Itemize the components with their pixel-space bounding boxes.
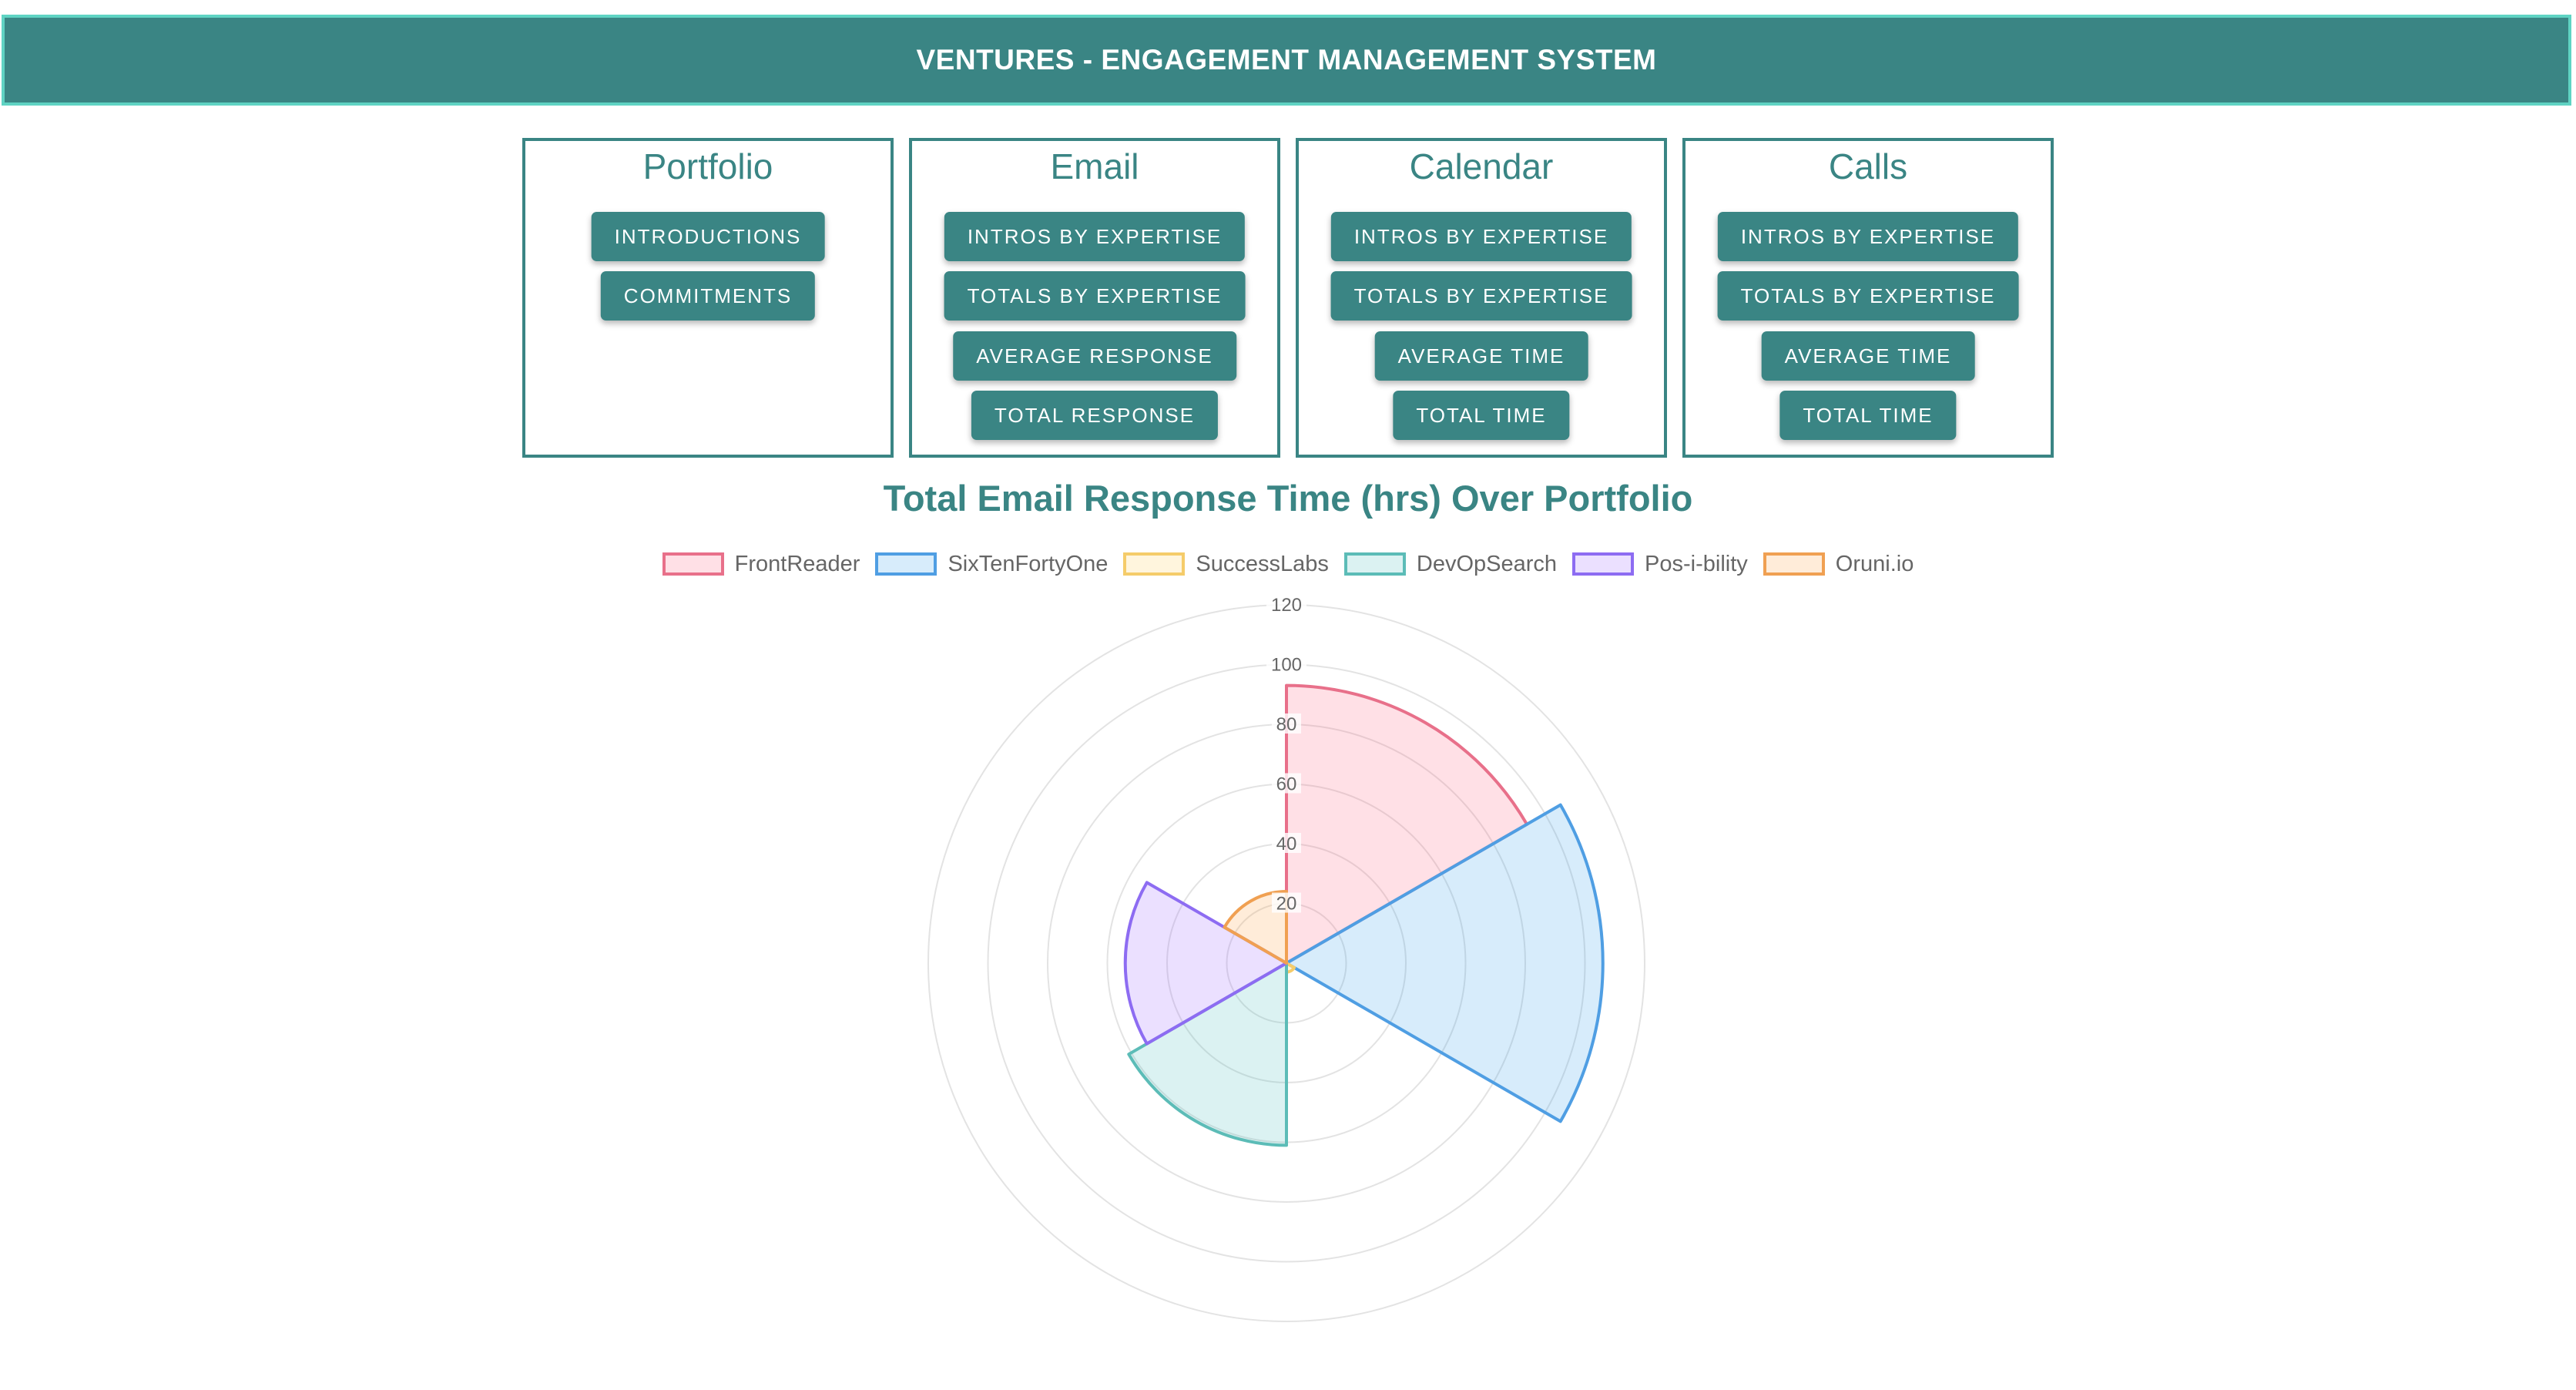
panel-calendar: Calendar INTROS BY EXPERTISE TOTALS BY E… (1296, 138, 1667, 458)
portfolio-introductions-button[interactable]: INTRODUCTIONS (591, 212, 825, 261)
email-total-response-button[interactable]: TOTAL RESPONSE (971, 391, 1219, 440)
legend-swatch (1123, 552, 1186, 576)
app-title: VENTURES - ENGAGEMENT MANAGEMENT SYSTEM (916, 44, 1657, 76)
panel-email: Email INTROS BY EXPERTISE TOTALS BY EXPE… (909, 138, 1280, 458)
polar-wedge-frontreader[interactable] (1285, 683, 1529, 965)
legend-swatch (1343, 552, 1406, 576)
chart-title: Total Email Response Time (hrs) Over Por… (883, 478, 1693, 519)
legend-label: DevOpSearch (1416, 551, 1558, 576)
tick-label-backdrop (1272, 713, 1301, 734)
email-average-response-button[interactable]: AVERAGE RESPONSE (953, 331, 1236, 381)
legend-label: FrontReader (734, 551, 860, 576)
calendar-totals-by-expertise-button[interactable]: TOTALS BY EXPERTISE (1330, 271, 1632, 321)
legend-label: Pos-i-bility (1645, 551, 1748, 576)
polar-wedge-oruni-io[interactable] (1223, 890, 1288, 965)
calendar-intros-by-expertise-button[interactable]: INTROS BY EXPERTISE (1330, 212, 1632, 261)
calendar-total-time-button[interactable]: TOTAL TIME (1393, 391, 1570, 440)
legend-item-oruni-io[interactable]: Oruni.io (1763, 552, 1914, 577)
legend-swatch (662, 552, 724, 576)
legend-item-frontreader[interactable]: FrontReader (662, 552, 860, 577)
panel-title-calls: Calls (1828, 146, 1908, 186)
tick-label-backdrop (1272, 833, 1301, 853)
tick-label-backdrop (1272, 892, 1301, 913)
report-panels: Portfolio INTRODUCTIONS COMMITMENTS Emai… (522, 138, 2054, 458)
tick-label-backdrop (1266, 594, 1306, 614)
tick-label-backdrop (1266, 653, 1306, 674)
panel-title-portfolio: Portfolio (642, 146, 773, 186)
panel-calls: Calls INTROS BY EXPERTISE TOTALS BY EXPE… (1682, 138, 2054, 458)
polar-wedge-sixtenfortyone[interactable] (1285, 803, 1605, 1123)
radial-tick-label: 20 (1276, 894, 1297, 915)
panel-title-calendar: Calendar (1409, 146, 1554, 186)
portfolio-commitments-button[interactable]: COMMITMENTS (600, 271, 816, 321)
email-totals-by-expertise-button[interactable]: TOTALS BY EXPERTISE (944, 271, 1246, 321)
calls-total-time-button[interactable]: TOTAL TIME (1779, 391, 1957, 440)
panel-portfolio: Portfolio INTRODUCTIONS COMMITMENTS (522, 138, 894, 458)
legend-swatch (875, 552, 937, 576)
legend-item-pos-i-bility[interactable]: Pos-i-bility (1572, 552, 1748, 577)
legend-item-devopsearch[interactable]: DevOpSearch (1343, 551, 1558, 577)
legend-label: SuccessLabs (1196, 551, 1329, 576)
legend-item-sixtenfortyone[interactable]: SixTenFortyOne (875, 552, 1108, 577)
chart-legend: FrontReader SixTenFortyOne SuccessLabs D… (0, 549, 2576, 579)
calls-totals-by-expertise-button[interactable]: TOTALS BY EXPERTISE (1717, 271, 2019, 321)
radial-tick-label: 60 (1276, 774, 1297, 795)
radial-tick-label: 100 (1271, 655, 1302, 676)
calendar-average-time-button[interactable]: AVERAGE TIME (1374, 331, 1588, 381)
calls-intros-by-expertise-button[interactable]: INTROS BY EXPERTISE (1717, 212, 2019, 261)
email-intros-by-expertise-button[interactable]: INTROS BY EXPERTISE (944, 212, 1246, 261)
legend-label: Oruni.io (1835, 551, 1914, 576)
polar-wedge-pos-i-bility[interactable] (1123, 881, 1288, 1046)
radial-tick-label: 80 (1276, 714, 1297, 735)
tick-label-backdrop (1272, 773, 1301, 794)
legend-label: SixTenFortyOne (948, 551, 1109, 576)
legend-swatch (1572, 552, 1635, 576)
app-header: VENTURES - ENGAGEMENT MANAGEMENT SYSTEM (2, 15, 2571, 106)
polar-area-chart: 20 40 60 80 100 120 (927, 594, 1645, 1322)
radial-tick-label: 40 (1276, 834, 1297, 854)
polar-wedge-devopsearch[interactable] (1127, 962, 1288, 1147)
legend-item-successlabs[interactable]: SuccessLabs (1123, 552, 1329, 577)
panel-title-email: Email (1050, 146, 1139, 186)
radial-tick-label: 120 (1271, 595, 1302, 616)
calls-average-time-button[interactable]: AVERAGE TIME (1761, 331, 1975, 381)
legend-swatch (1763, 552, 1825, 576)
